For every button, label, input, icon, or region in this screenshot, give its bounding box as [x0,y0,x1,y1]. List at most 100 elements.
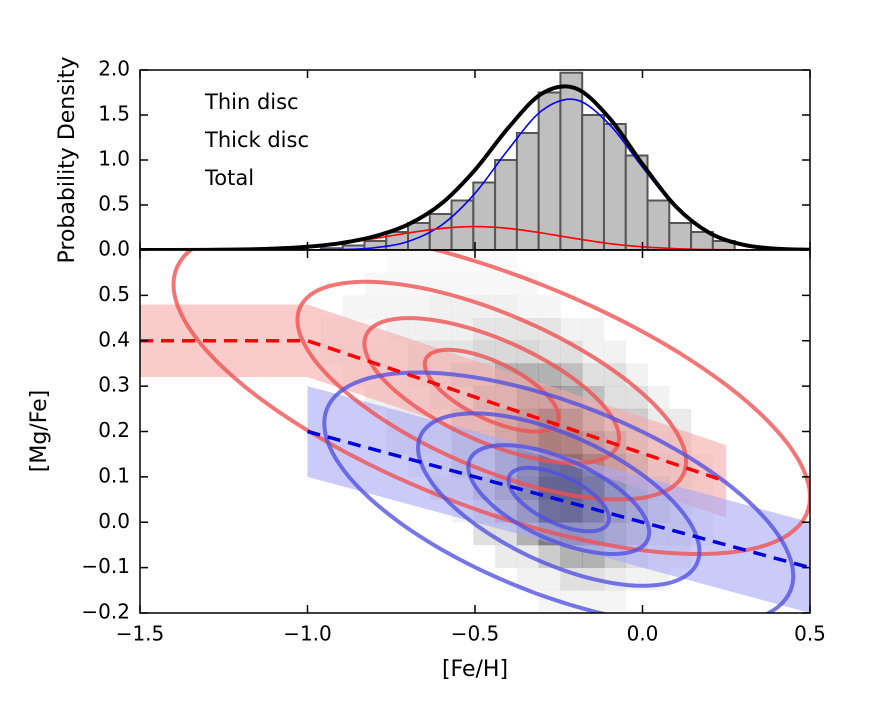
density-cell [452,590,474,613]
density-cell [626,341,648,364]
contour [466,443,652,556]
density-cell [343,522,365,545]
density-cell [364,250,386,273]
plot-frame [139,249,811,614]
density-cell [408,545,430,568]
density-cell [430,568,452,591]
histogram-bar [602,123,627,250]
density-cell [364,590,386,613]
density-cell [321,250,343,273]
density-cell [538,567,561,591]
density-cell [495,590,517,613]
density-cell [669,363,691,386]
density-cell [452,522,474,545]
density-cell [386,545,408,568]
density-cell [713,409,735,432]
contour [295,279,689,502]
density-cell [713,273,735,296]
density-cell [386,590,408,613]
axes: 0.0 0.5 1.0 1.5 2.0 −0.2 −0.1 0.0 0.1 0.2 0.3 0.4 0.… [81,57,825,646]
density-cell [648,273,670,296]
y-tick-label: 1.5 [98,102,130,126]
density-cell [691,409,713,432]
y-tick-label: 0.1 [98,463,130,487]
density-cell [321,590,343,613]
y-tick-label: 0.2 [98,418,130,442]
density-cell [473,545,495,568]
density-cell [626,250,648,273]
contour [171,250,810,556]
density-cell [648,590,670,613]
y-tick-label: 0.3 [98,373,130,397]
density-cell [364,568,386,591]
y-axis-label: Probability Density [55,57,80,264]
density-cell [604,250,626,273]
density-cell [691,590,713,613]
top-plot [140,71,810,250]
density-cell [603,386,627,410]
density-cell [321,522,343,545]
y-tick-label: 0.5 [98,282,130,306]
density-cell [343,568,365,591]
density-cell [343,500,365,523]
density-cell [516,567,539,591]
density-cell [516,295,539,319]
density-cell [473,273,495,296]
y-tick-label: 0.0 [98,509,130,533]
contour [506,465,612,534]
density-cell [669,273,691,296]
density-cell [364,295,387,319]
density-cell [603,340,627,364]
histogram-bar [494,159,518,250]
density-cell [429,295,452,319]
density-cell [452,273,474,296]
density-cell [691,250,713,273]
contour [422,347,561,434]
y-tick-label: −0.2 [81,600,130,624]
y-tick-label: −0.1 [81,554,130,578]
density-cell [430,590,452,613]
contour [322,370,796,613]
density-cell [517,250,539,273]
density-cell [691,273,713,296]
density-cell [626,273,648,296]
density-cell [582,273,604,296]
density-cell [603,567,627,591]
density-cell [386,568,408,591]
density-cell [626,590,648,613]
density-cell [691,295,713,318]
density-cell [669,318,691,341]
density-cell [539,250,561,273]
density-cell [713,318,735,341]
density-cell [364,545,386,568]
density-cell [408,590,430,613]
density-cell [560,318,583,342]
legend-entry: Thin disc [204,90,299,114]
x-tick-label: 0.0 [627,622,659,646]
density-cell [604,273,626,296]
density-cell [582,340,605,364]
histogram-bar [581,114,605,250]
y-tick-label: 1.0 [98,147,130,171]
density-cell [386,295,409,319]
density-cell [625,363,648,387]
histogram-bar [537,91,562,250]
x-tick-label: −1.5 [116,622,165,646]
density-cell [452,568,474,591]
density-cell [386,250,408,273]
density-cell [321,568,343,591]
density-cell [495,340,518,364]
density-cell [713,295,735,318]
density-cell [669,295,691,318]
density-cell [669,250,691,273]
density-cell [538,363,561,387]
density-cell [321,500,343,523]
density-cell [648,295,670,318]
density-cell [430,522,452,545]
density-cell [691,318,713,341]
histogram-bar [668,222,693,250]
density-cell [647,386,670,410]
density-cell [626,295,648,318]
density-cell [343,250,365,273]
y-tick-label: 0.5 [98,192,130,216]
